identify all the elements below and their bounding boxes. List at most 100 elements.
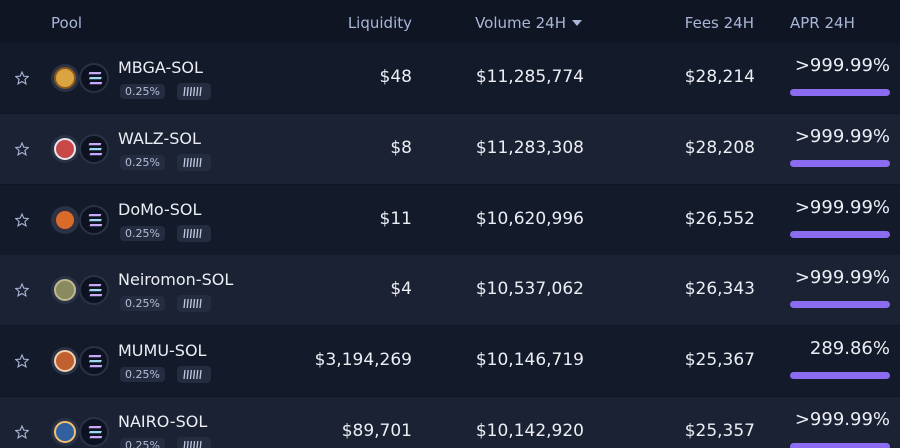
badge-stripe — [189, 157, 193, 167]
table-row[interactable]: WALZ-SOL 0.25% $8 $11,283,308 $28,208 >999.99… — [0, 113, 900, 184]
favorite-star[interactable] — [15, 212, 29, 227]
volume: $10,537,062 — [475, 279, 584, 300]
badge-stripe — [192, 157, 196, 167]
badge-stripe — [196, 86, 199, 97]
badge-stripe — [199, 157, 202, 167]
badge-stripe — [189, 228, 193, 238]
favorite-star[interactable] — [15, 71, 29, 85]
pool-type-badge — [177, 437, 211, 448]
favorite-star[interactable] — [15, 354, 29, 369]
pool-type-badge — [177, 366, 211, 384]
pool-name: DoMo-SOL — [118, 199, 202, 219]
favorite-star[interactable] — [15, 425, 29, 439]
token-icons — [51, 133, 109, 164]
badge-stripe — [199, 299, 202, 309]
header-volume[interactable]: Volume 24H — [475, 14, 566, 32]
fee-tier: 0.25% — [120, 438, 165, 448]
sol-stripe — [89, 152, 103, 155]
sol-stripe — [89, 223, 103, 226]
token-icon-inner — [54, 421, 76, 443]
sol-stripe — [89, 218, 102, 221]
sol-stripe — [89, 77, 102, 80]
badge-stripe — [189, 299, 193, 309]
badge-stripe — [192, 86, 196, 97]
badge-stripe — [183, 299, 186, 309]
badge-stripe — [186, 228, 189, 238]
badge-stripe — [192, 299, 196, 309]
table-row[interactable]: NAIRO-SOL 0.25% $89,701 $10,142,920 $25,357 >… — [0, 397, 900, 448]
favorite-star[interactable] — [15, 141, 29, 156]
sort-arrow — [572, 20, 582, 26]
header-liquidity[interactable]: Liquidity — [347, 14, 412, 32]
pool-type-badge — [177, 83, 211, 100]
pool-type-badge — [177, 153, 211, 171]
badge-stripe — [196, 228, 199, 238]
fee-tier: 0.25% — [120, 225, 165, 241]
badge-stripe — [199, 370, 202, 380]
fees: $25,357 — [684, 421, 755, 441]
star-shape — [15, 141, 29, 156]
token-icons — [51, 275, 109, 306]
fees: $28,208 — [684, 137, 755, 158]
badge-stripe — [189, 86, 193, 97]
pool-type-badge — [177, 295, 211, 313]
badge-stripe — [183, 440, 186, 448]
token-icon-inner — [54, 350, 76, 373]
badge-stripe — [183, 228, 186, 238]
sol-stripe — [88, 213, 102, 216]
liquidity: $3,194,269 — [314, 350, 412, 371]
badge-stripe — [183, 370, 186, 380]
volume: $11,283,308 — [475, 137, 584, 158]
fee-tier: 0.25% — [120, 154, 165, 170]
sol-stripe — [89, 436, 103, 439]
badge-stripe — [199, 86, 202, 97]
badge-stripe — [186, 299, 189, 309]
apr-bar — [790, 372, 890, 380]
sol-stripe — [88, 72, 102, 75]
token-icons — [51, 204, 109, 235]
apr: 289.86% — [809, 338, 890, 360]
sol-stripe — [88, 426, 102, 429]
star-shape — [15, 425, 29, 439]
sol-stripe — [88, 284, 102, 287]
badge-stripe — [192, 370, 196, 380]
star-shape — [15, 354, 29, 369]
apr-bar — [790, 443, 890, 448]
pool-name: NAIRO-SOL — [118, 412, 208, 431]
header-fees[interactable]: Fees 24H — [684, 14, 754, 32]
pool-name: MUMU-SOL — [118, 341, 207, 361]
star-shape — [15, 71, 29, 85]
sol-stripe — [88, 142, 102, 145]
liquidity: $4 — [390, 279, 412, 300]
token-icon-inner — [54, 208, 76, 231]
apr-bar — [790, 301, 890, 309]
table-row[interactable]: MUMU-SOL 0.25% $3,194,269 $10,146,719 $25,36… — [0, 326, 900, 397]
sol-stripe — [89, 289, 102, 292]
apr: >999.99% — [794, 55, 890, 76]
badge-stripe — [192, 228, 196, 238]
badge-stripe — [186, 370, 189, 380]
apr: >999.99% — [794, 196, 890, 218]
apr-bar — [790, 89, 890, 96]
fees: $25,367 — [684, 350, 755, 371]
apr: >999.99% — [794, 409, 890, 430]
apr: >999.99% — [794, 267, 890, 289]
table-row[interactable]: MBGA-SOL 0.25% $48 $11,285,774 $28,214 >999.9… — [0, 43, 900, 113]
pool-name: Neiromon-SOL — [118, 270, 234, 290]
badge-stripe — [193, 440, 196, 448]
apr-bar — [790, 230, 890, 238]
liquidity: $11 — [379, 208, 412, 229]
header-apr[interactable]: APR 24H — [790, 14, 855, 32]
badge-stripe — [183, 86, 186, 97]
table-row[interactable]: DoMo-SOL 0.25% $11 $10,620,996 $26,552 >999.9… — [0, 184, 900, 255]
header-pool: Pool — [51, 14, 83, 32]
token-icons — [51, 63, 109, 93]
sol-stripe — [88, 355, 102, 358]
favorite-star[interactable] — [15, 283, 29, 298]
table-row[interactable]: Neiromon-SOL 0.25% $4 $10,537,062 $26,343 >99… — [0, 255, 900, 326]
badge-stripe — [189, 370, 193, 380]
fee-tier: 0.25% — [120, 84, 165, 99]
sol-stripe — [89, 147, 102, 150]
volume: $10,620,996 — [475, 208, 584, 229]
